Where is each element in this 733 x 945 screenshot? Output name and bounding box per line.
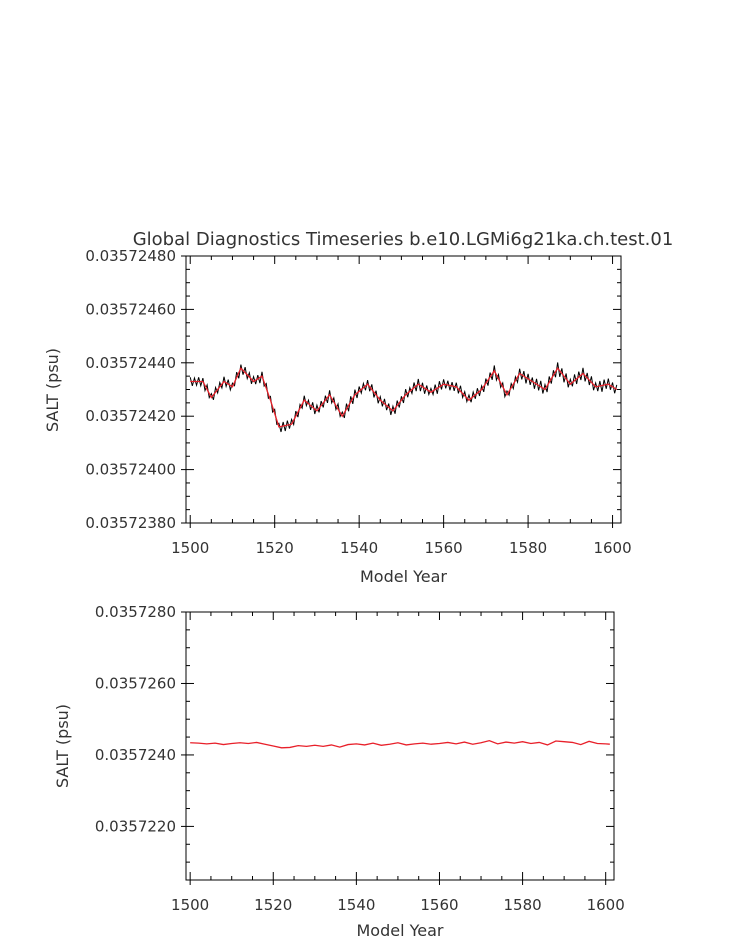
plot-area [190,739,610,749]
series-smoothed-line [190,366,618,428]
x-tick-label: 1560 [420,896,458,914]
x-tick-label: 1540 [340,539,378,557]
x-tick-label: 1500 [171,896,209,914]
x-axis-label: Model Year [360,567,447,586]
y-tick-label: 0.0357220 [95,817,176,835]
y-tick-label: 0.03572440 [85,354,176,372]
chart-title: Global Diagnostics Timeseries b.e10.LGMi… [133,229,674,250]
x-tick-label: 1540 [337,896,375,914]
x-tick-label: 1560 [425,539,463,557]
x-tick-label: 1600 [593,539,631,557]
series-smoothed-line [190,739,610,749]
x-tick-label: 1580 [509,539,547,557]
x-tick-label: 1580 [503,896,541,914]
plot-area [189,362,618,433]
y-axis-label: SALT (psu) [43,348,62,432]
x-tick-label: 1520 [256,539,294,557]
y-tick-label: 0.03572400 [85,461,176,479]
y-tick-label: 0.03572380 [85,514,176,532]
top-panel: 1500 1520 1540 1560 1580 1600 0.03572380 0.0357… [43,247,632,586]
y-tick-label: 0.03572460 [85,300,176,318]
x-tick-label: 1520 [254,896,292,914]
y-tick-label: 0.0357280 [95,603,176,621]
y-axis-label: SALT (psu) [53,704,72,788]
y-tick-label: 0.03572420 [85,407,176,425]
x-tick-label: 1500 [171,539,209,557]
y-tick-label: 0.0357260 [95,674,176,692]
x-tick-label: 1600 [587,896,625,914]
y-tick-label: 0.0357240 [95,746,176,764]
plot-frame [185,611,615,881]
bottom-panel: 1500 1520 1540 1560 1580 1600 0.0357220 0.03572… [53,603,625,940]
plot-frame [185,255,622,524]
y-tick-label: 0.03572480 [85,247,176,265]
x-axis-label: Model Year [357,921,444,940]
